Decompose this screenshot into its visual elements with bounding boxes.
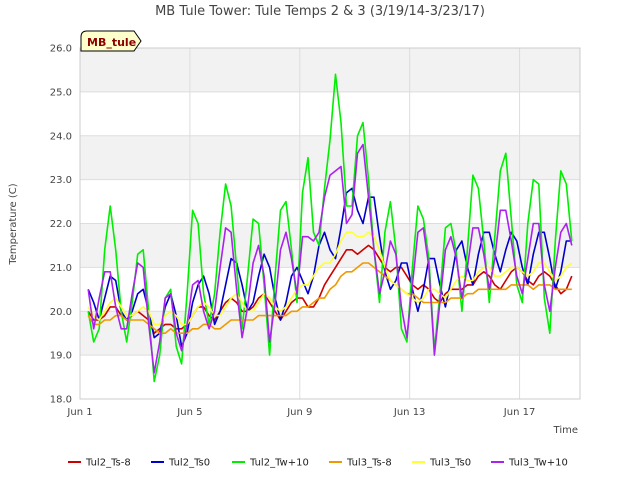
series-line-Tul3_Tw+10: [87, 143, 573, 374]
x-tick-label: Jun 5: [176, 407, 202, 418]
legend-item-Tul2_Ts0: Tul2_Ts0: [151, 458, 210, 469]
legend-label: Tul2_Tw+10: [249, 458, 309, 469]
background-band: [80, 355, 580, 399]
y-tick-label: 18.0: [50, 395, 72, 406]
legend-item-Tul3_Tw+10: Tul3_Tw+10: [491, 458, 568, 469]
y-tick-label: 24.0: [50, 131, 72, 142]
x-axis-label: Time: [553, 425, 578, 436]
background-band: [80, 179, 580, 224]
series-line-Tul2_Ts0: [87, 187, 572, 348]
y-tick-label: 25.0: [50, 87, 72, 98]
legend-label: Tul2_Ts-8: [85, 458, 131, 469]
y-tick-label: 19.0: [50, 351, 72, 362]
legend-item-Tul3_Ts0: Tul3_Ts0: [412, 458, 471, 469]
series-line-Tul3_Ts0: [87, 231, 573, 326]
chart-title: MB Tule Tower: Tule Temps 2 & 3 (3/19/14…: [155, 4, 485, 19]
background-band: [80, 48, 580, 92]
legend: Tul2_Ts-8 Tul2_Ts0 Tul2_Tw+10 Tul3_Ts-8 Tul3…: [68, 458, 568, 469]
y-tick-label: 26.0: [50, 44, 72, 55]
background-band: [80, 223, 580, 268]
alternating-background-bands: [80, 48, 580, 399]
x-tick-label: Jun 17: [503, 407, 536, 418]
x-tick-label: Jun 9: [286, 407, 312, 418]
legend-item-Tul2_Ts-8: Tul2_Ts-8: [68, 458, 131, 469]
y-axis-label: Temperature (C): [8, 183, 19, 265]
site-tag-box: [80, 30, 142, 52]
site-tag-label: MB_tule: [87, 36, 136, 49]
legend-item-Tul3_Ts-8: Tul3_Ts-8: [329, 458, 392, 469]
legend-label: Tul3_Ts0: [429, 458, 471, 469]
site-tag: MB_tule: [80, 30, 142, 52]
x-tick-label: Jun 1: [66, 407, 92, 418]
legend-label: Tul2_Ts0: [168, 458, 210, 469]
x-tick-labels: Jun 1 Jun 5 Jun 9 Jun 13 Jun 17: [66, 407, 535, 418]
x-tick-label: Jun 13: [393, 407, 426, 418]
y-tick-label: 23.0: [50, 175, 72, 186]
y-tick-labels: 18.0 19.0 20.0 21.0 22.0 23.0 24.0 25.0 26.0: [50, 44, 72, 406]
series-lines: [87, 73, 573, 383]
plot-frame: [79, 47, 581, 400]
series-line-Tul3_Ts-8: [87, 262, 572, 335]
y-tick-label: 22.0: [50, 219, 72, 230]
y-tick-label: 21.0: [50, 263, 72, 274]
legend-label: Tul3_Ts-8: [346, 458, 392, 469]
y-tick-label: 20.0: [50, 307, 72, 318]
background-band: [80, 91, 580, 136]
legend-label: Tul3_Tw+10: [508, 458, 568, 469]
legend-item-Tul2_Tw+10: Tul2_Tw+10: [232, 458, 309, 469]
